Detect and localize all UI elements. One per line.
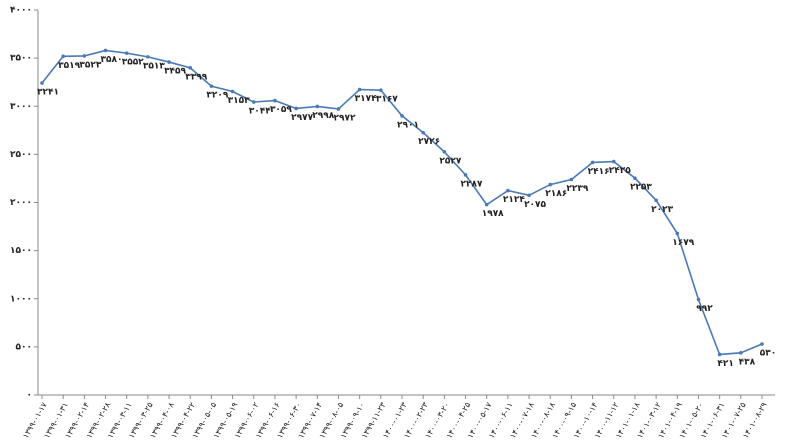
value-label: ۲۷۲۶	[418, 137, 440, 147]
point	[103, 48, 108, 53]
point	[760, 342, 764, 346]
point	[167, 60, 171, 64]
value-label: ۲۰۷۵	[524, 200, 546, 210]
value-label: ۳۵۱۹	[58, 61, 80, 71]
point	[230, 89, 235, 94]
point	[379, 88, 383, 92]
point	[442, 149, 447, 154]
value-label: ۳۱۵۳	[228, 96, 250, 106]
point	[61, 54, 65, 59]
value-label: ۳۵۸۰	[101, 55, 123, 65]
point	[40, 81, 44, 85]
value-label: ۳۱۶۷	[376, 95, 398, 105]
value-label: ۲۲۳۹	[566, 184, 588, 194]
value-label: ۲۵۲۷	[439, 156, 461, 166]
point	[484, 202, 489, 207]
value-label: ۱۹۷۸	[482, 209, 504, 219]
value-label: ۲۱۸۶	[545, 189, 567, 199]
point	[421, 130, 425, 135]
y-tick-label: ۵۰۰	[16, 342, 32, 352]
point	[294, 106, 298, 111]
point	[251, 100, 256, 104]
y-tick-label: ۲۵۰۰	[10, 150, 32, 160]
value-label: ۳۲۰۹	[206, 91, 228, 101]
value-label: ۳۰۵۹	[270, 105, 292, 115]
value-label: ۲۴۱۶	[588, 167, 610, 177]
value-label: ۳۵۲۳	[79, 60, 101, 70]
value-label: ۲۹۷۷	[291, 113, 313, 123]
y-tick-label: ۰	[27, 391, 33, 401]
value-label: ۲۲۸۷	[461, 179, 483, 189]
point	[675, 231, 680, 236]
value-label: ۲۴۲۵	[609, 166, 631, 176]
value-label: ۳۴۵۹	[164, 67, 186, 77]
point	[696, 297, 701, 302]
point	[506, 188, 510, 193]
value-label: ۲۹۷۲	[333, 113, 355, 123]
value-label: ۲۰۲۳	[651, 205, 673, 215]
point	[273, 98, 277, 103]
point	[611, 159, 616, 164]
value-label: ۳۵۱۳	[143, 61, 165, 71]
value-label: ۲۱۲۴	[503, 195, 525, 205]
value-label: ۳۵۵۲	[122, 58, 144, 68]
point	[654, 198, 658, 203]
point	[400, 113, 404, 118]
value-label: ۱۶۷۹	[672, 238, 694, 248]
point	[188, 66, 193, 70]
y-tick-label: ۳۰۰۰	[10, 102, 32, 112]
point	[717, 352, 722, 357]
point	[527, 193, 531, 198]
point	[146, 55, 150, 59]
point	[739, 351, 743, 355]
value-label: ۴۲۱	[717, 359, 733, 369]
point	[209, 84, 214, 88]
point	[590, 160, 595, 165]
value-label: ۳۳۹۹	[185, 72, 207, 82]
line	[41, 49, 763, 356]
value-label: ۳۱۷۴	[355, 94, 377, 104]
y-tick-label: ۱۵۰۰	[10, 246, 32, 256]
y-tick-label: ۴۰۰۰	[10, 6, 32, 16]
y-tick-label: ۳۵۰۰	[10, 54, 32, 64]
value-label: ۳۲۴۱	[37, 88, 59, 98]
value-label: ۲۹۹۸	[312, 111, 334, 121]
point	[82, 54, 87, 58]
value-label: ۲۲۵۳	[630, 183, 652, 193]
value-label: ۹۹۲	[696, 304, 713, 314]
point	[633, 176, 637, 180]
y-tick-label: ۱۰۰۰	[10, 294, 32, 304]
point	[357, 87, 362, 92]
value-label: ۲۹۰۱	[397, 120, 419, 130]
point	[463, 173, 468, 177]
y-tick-label: ۲۰۰۰	[10, 198, 32, 208]
value-label: ۴۳۸	[739, 357, 756, 367]
point	[336, 107, 341, 111]
point	[124, 51, 129, 55]
point	[315, 104, 320, 109]
value-label: ۳۰۴۴	[249, 107, 271, 117]
point	[548, 182, 553, 187]
value-label: ۵۳۰	[760, 348, 776, 358]
point	[569, 177, 574, 182]
